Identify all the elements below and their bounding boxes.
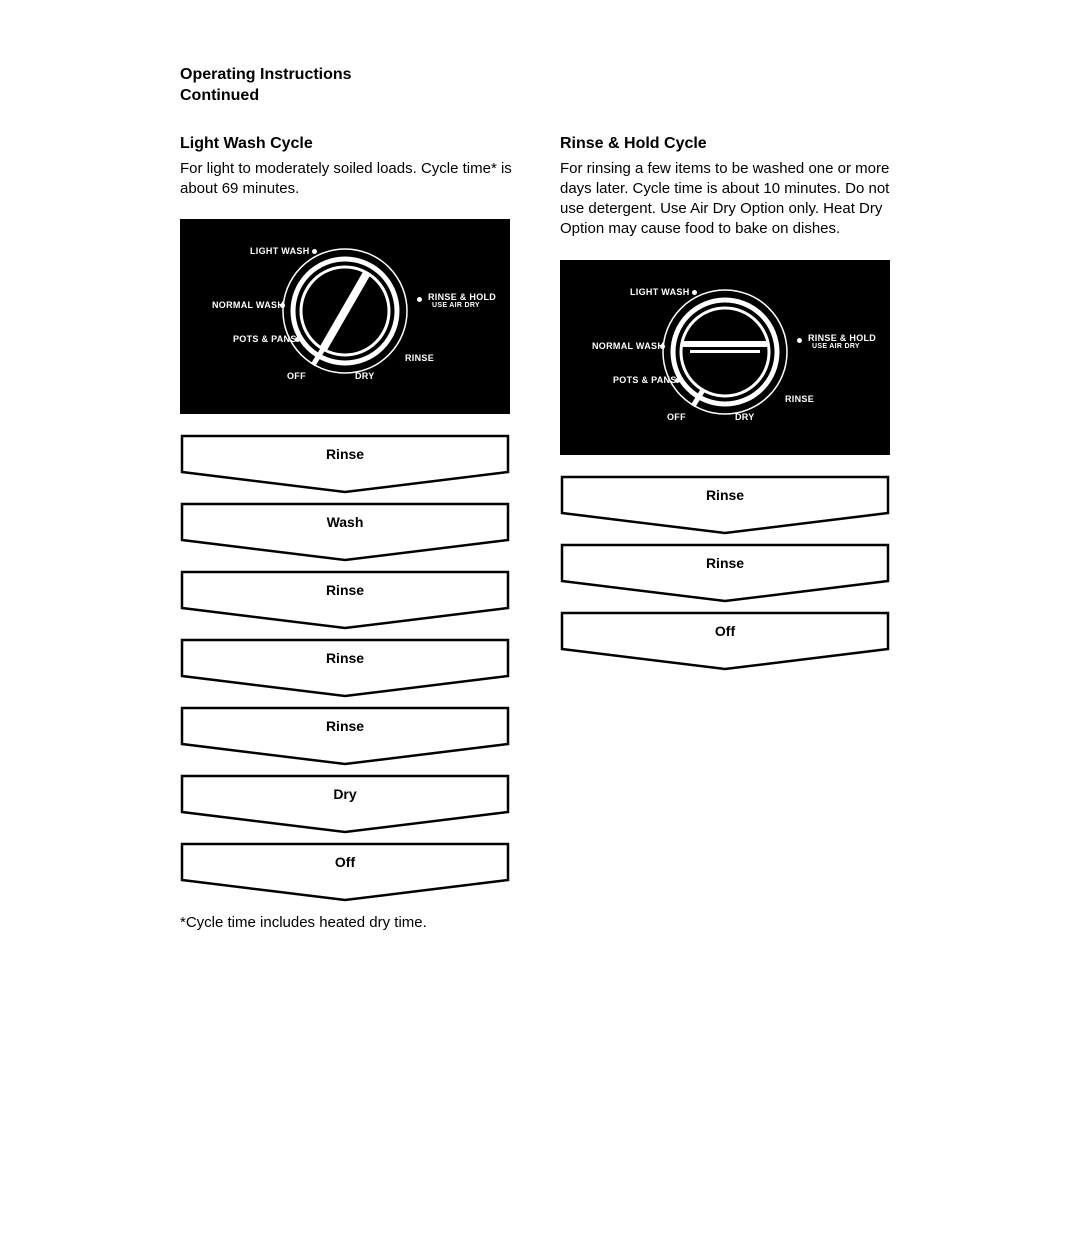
label-light-wash: LIGHT WASH xyxy=(630,287,690,297)
column-right: Rinse & Hold Cycle For rinsing a few ite… xyxy=(560,135,900,932)
right-steps: Rinse Rinse Off xyxy=(560,475,890,671)
label-pots-pans: POTS & PANS xyxy=(613,375,677,385)
column-left: Light Wash Cycle For light to moderately… xyxy=(180,135,520,932)
left-dial-panel: LIGHT WASH NORMAL WASH POTS & PANS OFF D… xyxy=(180,219,510,414)
content-columns: Light Wash Cycle For light to moderately… xyxy=(180,135,900,932)
label-rinse-hold: RINSE & HOLD xyxy=(808,333,876,343)
right-dial-panel: LIGHT WASH NORMAL WASH POTS & PANS OFF D… xyxy=(560,260,890,455)
label-dry: DRY xyxy=(355,371,375,381)
label-rinse-hold-sub: USE AIR DRY xyxy=(812,343,860,350)
label-off: OFF xyxy=(287,371,306,381)
label-normal-wash: NORMAL WASH xyxy=(592,341,664,351)
step-label: Dry xyxy=(180,786,510,802)
label-pots-pans: POTS & PANS xyxy=(233,334,297,344)
step-box: Rinse xyxy=(560,543,890,603)
step-box: Rinse xyxy=(180,706,510,766)
step-label: Off xyxy=(180,854,510,870)
left-cycle-title: Light Wash Cycle xyxy=(180,135,520,153)
right-cycle-desc: For rinsing a few items to be washed one… xyxy=(560,159,900,240)
label-rinse: RINSE xyxy=(785,394,814,404)
header-line1: Operating Instructions xyxy=(180,65,900,86)
label-dry: DRY xyxy=(735,412,755,422)
step-box: Rinse xyxy=(180,434,510,494)
step-label: Rinse xyxy=(180,446,510,462)
step-box: Rinse xyxy=(180,638,510,698)
step-label: Wash xyxy=(180,514,510,530)
label-rinse-hold: RINSE & HOLD xyxy=(428,292,496,302)
step-box: Off xyxy=(180,842,510,902)
header-line2: Continued xyxy=(180,86,900,107)
step-label: Rinse xyxy=(180,650,510,666)
left-dial-svg xyxy=(180,219,510,414)
step-box: Rinse xyxy=(560,475,890,535)
step-label: Rinse xyxy=(180,582,510,598)
dot-rinse-hold xyxy=(797,338,802,343)
step-box: Dry xyxy=(180,774,510,834)
label-normal-wash: NORMAL WASH xyxy=(212,300,284,310)
step-box: Wash xyxy=(180,502,510,562)
label-light-wash: LIGHT WASH xyxy=(250,246,310,256)
page-header: Operating Instructions Continued xyxy=(180,65,900,107)
right-dial-svg xyxy=(560,260,890,455)
step-label: Rinse xyxy=(560,555,890,571)
footnote: *Cycle time includes heated dry time. xyxy=(180,914,520,931)
step-label: Rinse xyxy=(560,487,890,503)
dot-light-wash xyxy=(692,290,697,295)
left-steps: Rinse Wash Rinse Rinse Rinse Dry xyxy=(180,434,510,902)
step-box: Rinse xyxy=(180,570,510,630)
label-rinse-hold-sub: USE AIR DRY xyxy=(432,302,480,309)
left-cycle-desc: For light to moderately soiled loads. Cy… xyxy=(180,159,520,200)
step-box: Off xyxy=(560,611,890,671)
label-rinse: RINSE xyxy=(405,353,434,363)
step-label: Rinse xyxy=(180,718,510,734)
step-label: Off xyxy=(560,623,890,639)
label-off: OFF xyxy=(667,412,686,422)
right-cycle-title: Rinse & Hold Cycle xyxy=(560,135,900,153)
